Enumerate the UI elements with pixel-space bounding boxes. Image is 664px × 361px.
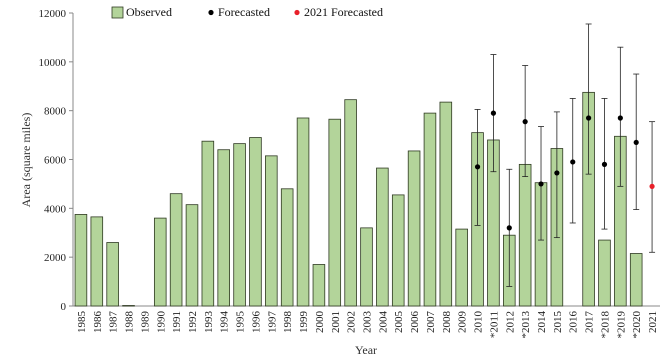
x-tick-label: 1992	[187, 311, 199, 333]
legend-label-forecasted: Forecasted	[218, 5, 270, 19]
bar-1994	[217, 149, 230, 307]
bar-2018	[598, 239, 611, 307]
x-tick-label: 1988	[124, 311, 136, 334]
x-tick-label: *2018	[599, 311, 611, 339]
forecast-point-2010	[474, 164, 481, 170]
bar-2000	[312, 264, 326, 307]
forecast-point-2017	[586, 115, 592, 121]
x-tick-label: 1987	[108, 311, 120, 334]
x-tick-label: 1991	[171, 311, 183, 333]
y-tick-label: 12000	[39, 8, 67, 20]
x-tick-label: 1995	[235, 311, 247, 334]
x-tick-label: 1994	[219, 311, 231, 334]
x-tick-label: 1999	[298, 311, 310, 334]
x-tick-label: 2002	[346, 311, 358, 333]
x-tick-label: 1985	[76, 311, 88, 334]
x-tick-label: 2021	[647, 311, 659, 333]
x-tick-label: 2005	[393, 311, 405, 334]
x-tick-label: 2007	[425, 311, 437, 334]
x-tick-label: 2012	[504, 311, 516, 333]
x-tick-label: *2011	[488, 311, 500, 338]
legend-swatch-observed	[111, 6, 124, 19]
bar-2008	[439, 101, 453, 307]
bar-2004	[376, 167, 389, 307]
x-tick-label: 2003	[362, 311, 374, 334]
y-tick-label: 0	[61, 301, 67, 313]
y-axis-title: Area (square miles)	[19, 113, 33, 208]
forecast-point-2013	[522, 119, 528, 125]
bar-2009	[455, 228, 468, 307]
bar-2007	[423, 112, 437, 307]
x-tick-label: 1986	[92, 311, 104, 334]
x-tick-label: 2015	[552, 311, 564, 334]
bar-2005	[391, 194, 405, 307]
bar-2003	[360, 227, 373, 307]
x-tick-label: *2020	[631, 311, 643, 339]
x-tick-label: 2004	[377, 311, 389, 334]
x-tick-label: 2014	[536, 311, 548, 334]
legend-label-2021-forecasted: 2021 Forecasted	[304, 5, 383, 19]
y-tick-label: 4000	[44, 203, 67, 215]
bar-2006	[407, 150, 421, 307]
bar-1986	[90, 216, 104, 307]
x-tick-label: 2010	[473, 311, 485, 334]
bar-1998	[280, 188, 294, 307]
y-tick-label: 2000	[44, 252, 67, 264]
bar-1997	[265, 155, 278, 307]
x-tick-label: 1996	[250, 311, 262, 334]
x-tick-label: *2013	[520, 311, 532, 339]
bar-1993	[201, 140, 215, 307]
forecast-2021-point-2021	[649, 183, 655, 189]
forecast-point-2015	[554, 170, 560, 176]
y-tick-label: 6000	[44, 155, 67, 167]
bar-1990	[153, 217, 167, 307]
x-tick-label: 1993	[203, 311, 215, 334]
x-axis-title: Year	[355, 343, 377, 357]
bar-1995	[233, 143, 246, 307]
x-tick-label: 1997	[266, 311, 278, 334]
forecast-point-2014	[538, 181, 544, 187]
x-tick-label: 2008	[441, 311, 453, 334]
x-tick-label: 1989	[139, 311, 151, 334]
bar-2013	[518, 163, 532, 307]
bar-2002	[344, 99, 357, 307]
forecast-point-2019	[617, 115, 623, 121]
forecast-point-2012	[506, 225, 512, 231]
x-tick-label: 1990	[155, 311, 167, 334]
forecast-point-2018	[601, 161, 608, 167]
forecast-point-2016	[570, 159, 576, 165]
bar-2020	[629, 253, 643, 307]
forecast-point-2011	[490, 110, 497, 116]
y-tick-label: 8000	[44, 106, 67, 118]
bar-1991	[169, 193, 183, 307]
x-tick-label: 1998	[282, 311, 294, 334]
forecast-point-2020	[633, 139, 639, 146]
legend-marker-forecasted	[208, 9, 214, 16]
bar-1996	[249, 137, 262, 307]
x-tick-label: *2019	[615, 311, 627, 339]
bar-1987	[106, 242, 119, 307]
plot-area: 0 2000 4000 6000 8000 10000 12000 1985 1986 1987 1…	[39, 8, 660, 339]
bar-1999	[296, 117, 310, 307]
x-tick-label: 2006	[409, 311, 421, 334]
x-tick-label: 2017	[584, 311, 596, 334]
x-tick-label: 2009	[457, 311, 469, 334]
legend: Observed Forecasted 2021 Forecasted	[111, 5, 383, 19]
bar-1985	[74, 214, 88, 307]
bar-2001	[328, 118, 342, 307]
x-tick-label: 2016	[568, 311, 580, 334]
y-tick-label: 10000	[39, 57, 67, 69]
bar-1988	[122, 305, 135, 307]
legend-label-observed: Observed	[126, 5, 172, 19]
legend-marker-2021-forecasted	[294, 9, 300, 16]
x-tick-label: 2001	[330, 311, 342, 333]
x-tick-label: 2000	[314, 311, 326, 334]
bar-1992	[185, 204, 199, 307]
